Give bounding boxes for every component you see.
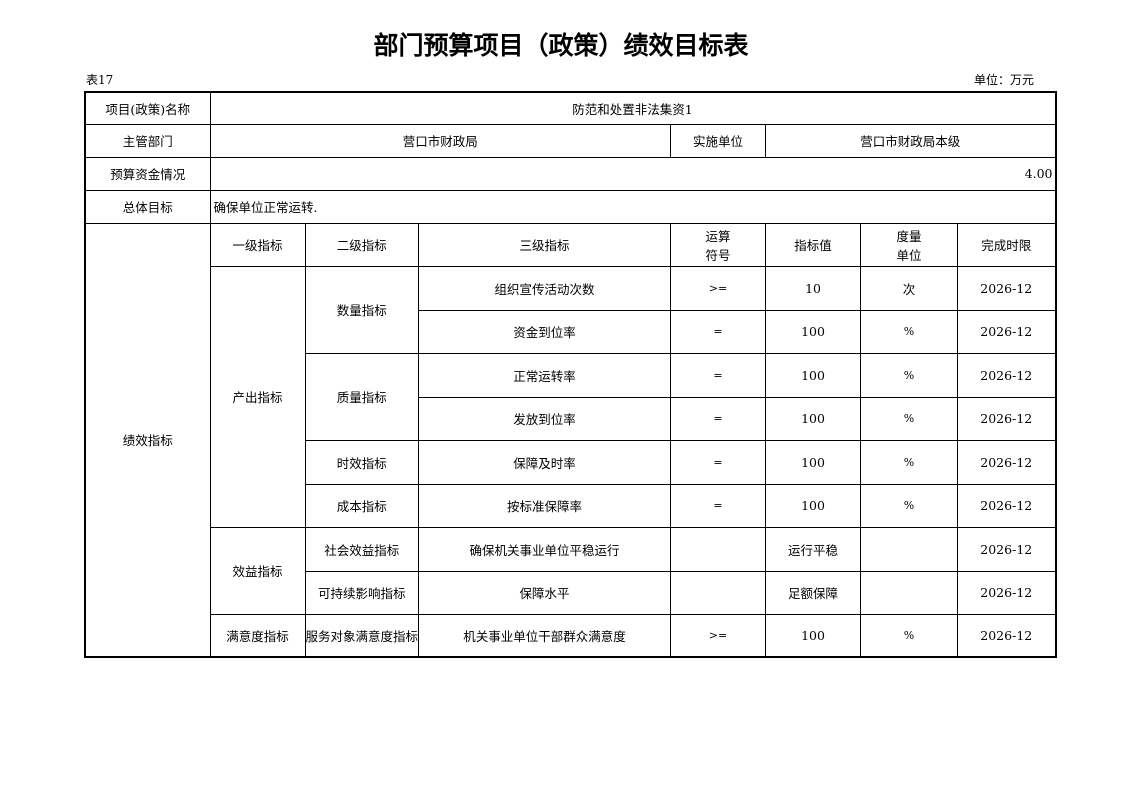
- l3-cell: 按标准保障率: [418, 483, 672, 528]
- op-cell: =: [670, 352, 767, 398]
- l3-cell: 正常运转率: [418, 352, 672, 398]
- value-cell: 100: [765, 613, 862, 658]
- op-cell: [670, 570, 767, 615]
- header-l2: 二级指标: [304, 222, 420, 267]
- subgroup-social: 社会效益指标: [304, 526, 420, 572]
- value-cell: 足额保障: [765, 570, 862, 615]
- value-cell: 10: [765, 265, 862, 311]
- table-row: 效益指标 社会效益指标 确保机关事业单位平稳运行 运行平稳 2026-12: [85, 526, 1057, 615]
- table-number: 表17: [86, 73, 114, 87]
- header-value: 指标值: [765, 222, 862, 267]
- op-cell: =: [670, 439, 767, 485]
- header-deadline: 完成时限: [957, 222, 1057, 267]
- op-cell: =: [670, 309, 767, 354]
- subgroup-service-text: 服务对象满意度指标: [305, 628, 419, 644]
- perf-label: 绩效指标: [84, 222, 211, 658]
- value-cell: 100: [765, 309, 862, 354]
- project-name-label: 项目(政策)名称: [84, 91, 211, 125]
- header-l1: 一级指标: [209, 222, 306, 267]
- l3-cell: 资金到位率: [418, 309, 672, 354]
- subgroup-sustain-text: 可持续影响指标: [318, 586, 406, 601]
- goal-value: 确保单位正常运转.: [209, 189, 1057, 224]
- unit-cell: %: [860, 439, 959, 485]
- value-cell: 100: [765, 483, 862, 528]
- value-cell: 100: [765, 352, 862, 398]
- value-cell: 运行平稳: [765, 526, 862, 572]
- subgroup-service: 服务对象满意度指标: [304, 613, 420, 658]
- subgroup-quantity: 数量指标: [304, 265, 420, 354]
- unit-label: 单位：万元: [973, 73, 1034, 87]
- unit-cell: [860, 570, 959, 615]
- table-row: 资金到位率 = 100% 2026-12: [85, 309, 1057, 354]
- l3-cell: 确保机关事业单位平稳运行: [418, 526, 672, 572]
- l3-cell: 机关事业单位干部群众满意度: [418, 613, 672, 658]
- value-cell: 100: [765, 439, 862, 485]
- op-cell: >=: [670, 265, 767, 311]
- unit-cell: %: [860, 396, 959, 441]
- dept-label: 主管部门: [84, 123, 211, 158]
- budget-label: 预算资金情况: [84, 156, 211, 191]
- unit-cell: 次: [860, 265, 959, 311]
- deadline-cell: 2026-12: [957, 570, 1057, 615]
- dept-value: 营口市财政局: [209, 123, 672, 158]
- deadline-cell: 2026-12: [957, 439, 1057, 485]
- project-name-row: 项目(政策)名称 防范和处置非法集资1: [84, 91, 1057, 125]
- header-row: 绩效指标 一级指标 二级指标 三级指标 运算 符号 指标值 度量 单位 完成时限: [84, 222, 1057, 658]
- l3-cell: 组织宣传活动次数: [418, 265, 672, 311]
- table-row: 产出指标 数量指标 组织宣传活动次数 >= 10 次 2026-12: [85, 265, 1057, 528]
- deadline-cell: 2026-12: [957, 265, 1057, 311]
- table-row: 发放到位率 = 100% 2026-12: [85, 396, 1057, 441]
- subgroup-quality: 质量指标: [304, 352, 420, 441]
- goal-label: 总体目标: [84, 189, 211, 224]
- header-l3: 三级指标: [418, 222, 672, 267]
- impl-value: 营口市财政局本级: [765, 123, 1057, 158]
- project-name: 防范和处置非法集资1: [209, 91, 1057, 125]
- deadline-cell: 2026-12: [957, 352, 1057, 398]
- op-cell: >=: [670, 613, 767, 658]
- unit-cell: [860, 526, 959, 572]
- l3-cell: 保障水平: [418, 570, 672, 615]
- unit-cell: %: [860, 352, 959, 398]
- subgroup-sustain: 可持续影响指标: [304, 570, 420, 615]
- op-cell: [670, 526, 767, 572]
- budget-value: 4.00: [209, 156, 1057, 191]
- subgroup-cost: 成本指标: [304, 483, 420, 528]
- table-row: 质量指标 正常运转率 = 100% 2026-12: [85, 352, 1057, 441]
- l3-cell: 保障及时率: [418, 439, 672, 485]
- value-cell: 100: [765, 396, 862, 441]
- goal-row: 总体目标 确保单位正常运转.: [84, 189, 1057, 224]
- unit-cell: %: [860, 309, 959, 354]
- deadline-cell: 2026-12: [957, 309, 1057, 354]
- unit-cell: %: [860, 613, 959, 658]
- department-row: 主管部门 营口市财政局 实施单位 营口市财政局本级: [84, 123, 1057, 158]
- op-cell: =: [670, 483, 767, 528]
- header-op: 运算 符号: [670, 222, 767, 267]
- table-row: 满意度指标 服务对象满意度指标 机关事业单位干部群众满意度 >= 100% 2026-…: [85, 613, 1057, 658]
- op-cell: =: [670, 396, 767, 441]
- l3-cell: 发放到位率: [418, 396, 672, 441]
- performance-table: 项目(政策)名称 防范和处置非法集资1 主管部门 营口市财政局 实施单位 营口市…: [84, 91, 1057, 658]
- deadline-cell: 2026-12: [957, 613, 1057, 658]
- header-unit: 度量 单位: [860, 222, 959, 267]
- subgroup-social-text: 社会效益指标: [324, 542, 400, 558]
- deadline-cell: 2026-12: [957, 526, 1057, 572]
- page-title: 部门预算项目（政策）绩效目标表: [373, 31, 749, 60]
- unit-cell: %: [860, 483, 959, 528]
- group-benefit: 效益指标: [209, 526, 306, 615]
- deadline-cell: 2026-12: [957, 483, 1057, 528]
- budget-row: 预算资金情况 4.00: [84, 156, 1057, 191]
- table-row: 成本指标 按标准保障率 = 100% 2026-12: [85, 483, 1057, 528]
- group-satisfaction: 满意度指标: [209, 613, 306, 658]
- impl-label: 实施单位: [670, 123, 767, 158]
- deadline-cell: 2026-12: [957, 396, 1057, 441]
- subgroup-time: 时效指标: [304, 439, 420, 485]
- group-output: 产出指标: [209, 265, 306, 528]
